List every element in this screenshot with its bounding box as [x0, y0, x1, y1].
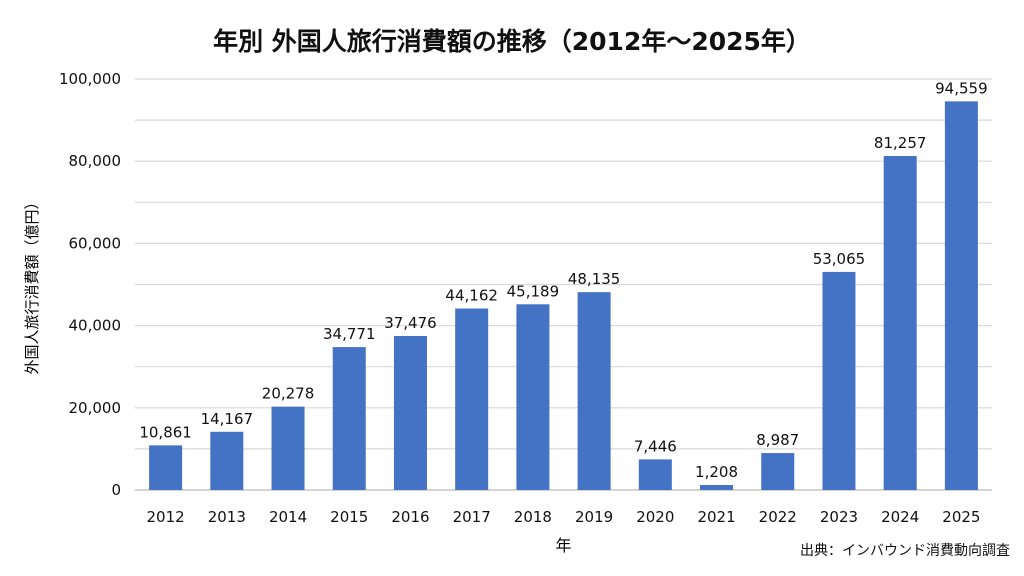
x-tick-label: 2015 — [330, 508, 368, 526]
x-tick-label: 2018 — [514, 508, 552, 526]
data-label: 8,987 — [756, 431, 799, 449]
x-axis-title: 年 — [555, 536, 571, 555]
x-tick-label: 2016 — [391, 508, 429, 526]
x-tick-label: 2019 — [575, 508, 613, 526]
bar-2022 — [761, 453, 795, 490]
bar-2012 — [149, 445, 183, 490]
data-label: 20,278 — [262, 385, 315, 403]
bar-2024 — [883, 156, 917, 490]
x-tick-label: 2020 — [636, 508, 674, 526]
bar-2025 — [944, 101, 978, 490]
x-tick-label: 2013 — [208, 508, 246, 526]
bar-2021 — [700, 485, 734, 490]
data-label: 53,065 — [813, 250, 866, 268]
data-label: 81,257 — [874, 134, 927, 152]
data-label: 45,189 — [507, 282, 560, 300]
bar-2015 — [332, 347, 366, 490]
bar-2023 — [822, 271, 856, 490]
data-label: 37,476 — [384, 314, 437, 332]
y-tick-label: 20,000 — [69, 399, 122, 417]
x-tick-label: 2022 — [759, 508, 797, 526]
data-label: 48,135 — [568, 270, 621, 288]
y-axis-title: 外国人旅行消費額（億円） — [23, 194, 41, 374]
x-tick-label: 2025 — [942, 508, 980, 526]
bar-2016 — [393, 335, 427, 490]
x-tick-label: 2014 — [269, 508, 307, 526]
data-label: 14,167 — [201, 410, 254, 428]
bar-2013 — [210, 431, 244, 490]
y-tick-label: 60,000 — [69, 234, 122, 252]
source-note: 出典：インバウンド消費動向調査 — [800, 543, 1010, 559]
y-tick-label: 80,000 — [69, 152, 122, 170]
data-label: 10,861 — [139, 423, 192, 441]
bar-2020 — [638, 459, 672, 490]
y-tick-label: 40,000 — [69, 317, 122, 335]
y-tick-label: 0 — [111, 481, 121, 499]
data-label: 34,771 — [323, 325, 376, 343]
chart-title: 年別 外国人旅行消費額の推移（2012年〜2025年） — [213, 27, 811, 56]
data-label: 1,208 — [695, 463, 738, 481]
data-label: 7,446 — [634, 437, 677, 455]
data-label: 94,559 — [935, 79, 988, 97]
bar-2017 — [455, 308, 489, 490]
x-tick-label: 2012 — [147, 508, 185, 526]
bar-2014 — [271, 406, 305, 490]
bar-2018 — [516, 304, 550, 490]
x-tick-label: 2021 — [697, 508, 735, 526]
x-tick-label: 2017 — [453, 508, 491, 526]
x-tick-label: 2024 — [881, 508, 919, 526]
bar-2019 — [577, 292, 611, 490]
y-tick-label: 100,000 — [59, 70, 121, 88]
data-label: 44,162 — [445, 286, 498, 304]
x-tick-label: 2023 — [820, 508, 858, 526]
